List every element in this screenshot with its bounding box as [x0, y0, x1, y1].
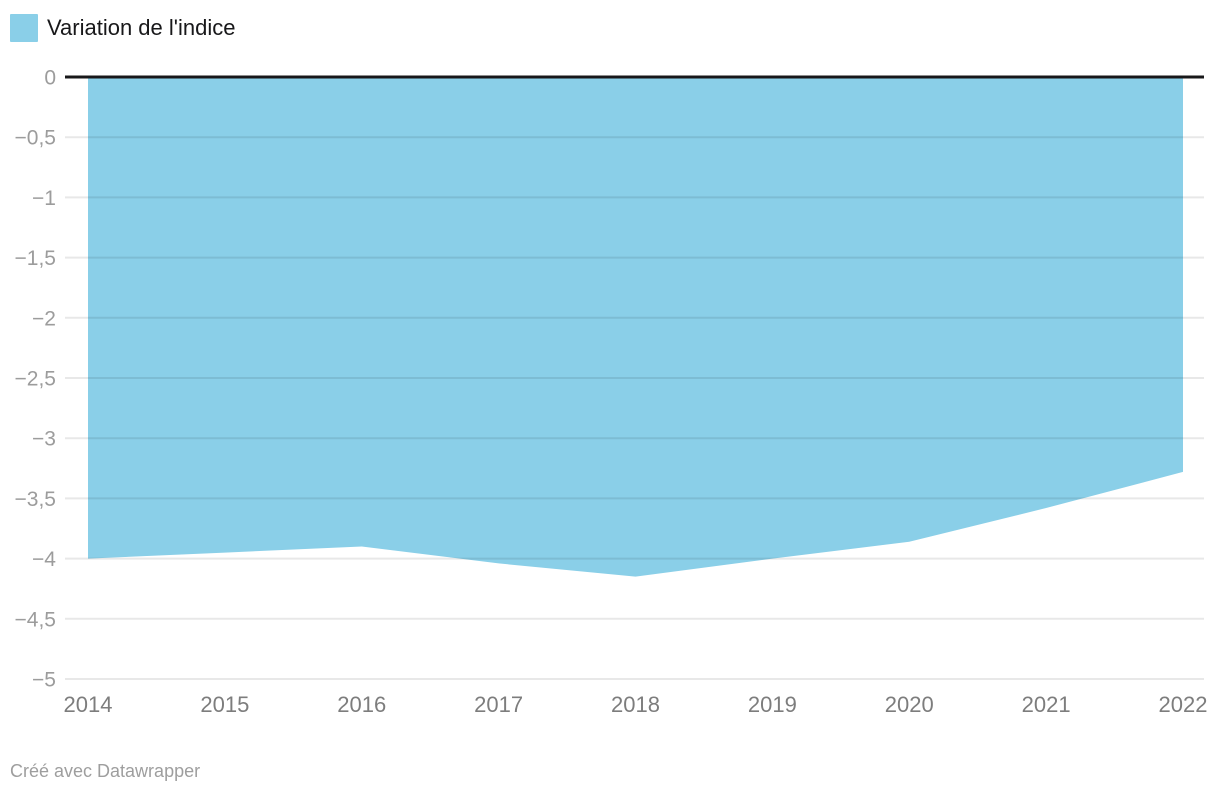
x-tick-label: 2019 — [748, 692, 797, 717]
legend-swatch — [10, 14, 38, 42]
area-fill — [88, 77, 1183, 577]
y-tick-label: −3 — [32, 428, 56, 451]
y-tick-label: −1 — [32, 187, 56, 210]
x-tick-label: 2018 — [611, 692, 660, 717]
y-tick-label: −0,5 — [15, 127, 56, 150]
x-tick-label: 2015 — [200, 692, 249, 717]
x-tick-label: 2014 — [64, 692, 113, 717]
x-tick-label: 2017 — [474, 692, 523, 717]
legend: Variation de l'indice — [10, 14, 235, 42]
x-tick-label: 2022 — [1159, 692, 1208, 717]
y-tick-label: 0 — [44, 67, 56, 90]
y-tick-label: −2,5 — [15, 368, 56, 391]
x-tick-label: 2016 — [337, 692, 386, 717]
y-tick-label: −4 — [32, 548, 56, 571]
y-tick-label: −2 — [32, 307, 56, 330]
y-tick-label: −1,5 — [15, 247, 56, 270]
y-tick-label: −3,5 — [15, 488, 56, 511]
legend-label: Variation de l'indice — [47, 15, 236, 40]
y-tick-label: −4,5 — [15, 608, 56, 631]
x-tick-label: 2020 — [885, 692, 934, 717]
area-chart: 0 −0,5 −1 −1,5 −2 −2,5 −3 −3,5 −4 −4,5 −5 2014 2015 2… — [15, 67, 1208, 718]
x-tick-label: 2021 — [1022, 692, 1071, 717]
y-tick-label: −5 — [32, 669, 56, 692]
attribution-text: Créé avec Datawrapper — [10, 761, 201, 781]
